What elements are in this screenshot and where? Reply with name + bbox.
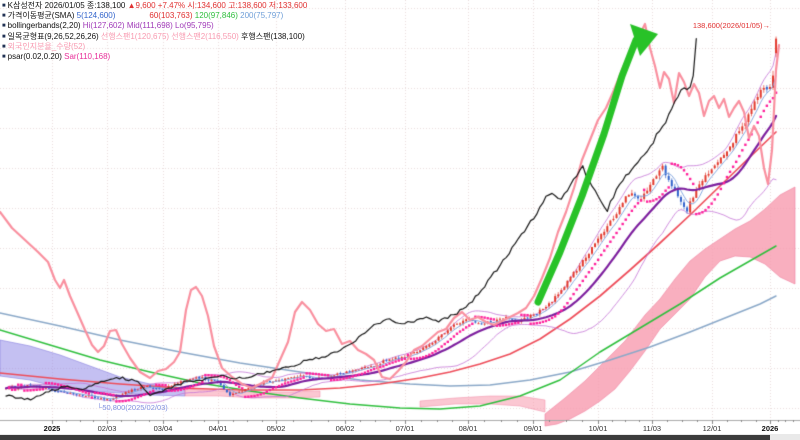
x-axis-tick-label: 04/01 bbox=[208, 424, 228, 433]
legend-foreign-line[interactable]: ■ 외국인지분율_수량(52) bbox=[2, 42, 307, 52]
x-axis: 2025 02/03 03/04 04/01 05/02 06/02 07/01 08/01 0… bbox=[0, 420, 800, 433]
x-axis-tick-label: 2025 bbox=[43, 424, 61, 433]
legend-text: 5(124,600) bbox=[76, 11, 116, 21]
x-axis-tick-label: 03/04 bbox=[153, 424, 173, 433]
legend-text: 외국인지분율_수량(52) bbox=[7, 41, 86, 51]
legend-ichimoku-line[interactable]: ■ 일목균형표(9,26,52,26,26) 선행스팬1(120,675) 선행스… bbox=[2, 32, 307, 42]
x-axis-tick-label: 11/03 bbox=[642, 424, 662, 433]
high-price-annotation: 138,600(2026/01/05)→ bbox=[692, 21, 770, 30]
legend-quote-line[interactable]: ■ K삼성전자 2026/01/05 종:138,100 ▲9,600 +7.47… bbox=[2, 1, 307, 11]
legend-bollinger-line[interactable]: ■ bollingerbands(2,20) Hi(127,602) Mid(11… bbox=[2, 21, 307, 31]
horizontal-scrollbar[interactable] bbox=[0, 434, 800, 440]
x-axis-tick-label: 06/02 bbox=[335, 424, 355, 433]
legend-text: 선행스팬1(120,675) bbox=[100, 31, 172, 41]
legend-bullet-icon: ■ bbox=[2, 23, 6, 30]
x-axis-tick-label: 08/01 bbox=[458, 424, 478, 433]
legend-bullet-icon: ■ bbox=[2, 13, 6, 20]
legend-bullet-icon: ■ bbox=[2, 43, 6, 50]
x-axis-tick-label: 07/01 bbox=[395, 424, 415, 433]
legend-text: 선행스팬2(116,550) bbox=[171, 31, 242, 41]
legend-text: bollingerbands(2,20) bbox=[7, 21, 83, 31]
legend-text: psar(0.02,0.20) bbox=[7, 52, 65, 62]
x-axis-tick-label: 2026 bbox=[761, 424, 779, 433]
legend-psar-line[interactable]: ■ psar(0.02,0.20) Sar(110,168) bbox=[2, 52, 307, 62]
legend-sma-line[interactable]: ■ 가격이동평균(SMA) 5(124,600) 60(103,763) 120(9… bbox=[2, 11, 307, 21]
legend-text: Mid(111,698) bbox=[126, 21, 175, 31]
x-axis-tick-label: 02/03 bbox=[97, 424, 117, 433]
legend-text: 60(103,763) bbox=[149, 11, 193, 21]
legend-text: 시:134,600 고:138,600 저:133,600 bbox=[187, 1, 308, 10]
legend-text: 120(97,846) bbox=[192, 11, 238, 21]
legend-text: 가격이동평균(SMA) bbox=[7, 11, 77, 21]
legend-text: 200(75,797) bbox=[237, 11, 284, 21]
x-axis-tick-label: 12/01 bbox=[702, 424, 722, 433]
x-axis-tick-label: 10/01 bbox=[588, 424, 608, 433]
legend-text: Hi(127,602) bbox=[82, 21, 127, 31]
legend-text: ▲9,600 +7.47% bbox=[127, 1, 188, 10]
x-axis-tick-label: 05/02 bbox=[266, 424, 286, 433]
legend-text: K삼성전자 2026/01/05 종:138,100 bbox=[7, 1, 128, 10]
legend-bullet-icon: ■ bbox=[2, 33, 6, 40]
legend-text: Sar(110,168) bbox=[64, 52, 111, 62]
legend-text: 일목균형표(9,26,52,26,26) bbox=[7, 31, 101, 41]
x-axis-tick-label: 09/01 bbox=[523, 424, 543, 433]
indicator-legend: ■ K삼성전자 2026/01/05 종:138,100 ▲9,600 +7.47… bbox=[2, 1, 307, 62]
legend-bullet-icon: ■ bbox=[2, 3, 6, 9]
low-price-annotation: └50,800(2025/02/03) bbox=[97, 403, 168, 412]
legend-bullet-icon: ■ bbox=[2, 54, 6, 61]
legend-text: 후행스팬(138,100) bbox=[241, 31, 305, 41]
legend-text: Lo(95,795) bbox=[175, 21, 214, 31]
scrollbar-thumb[interactable] bbox=[0, 435, 770, 440]
